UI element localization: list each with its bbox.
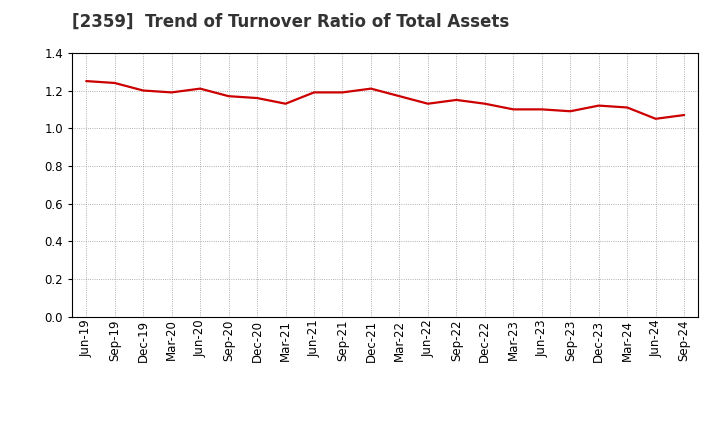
- Text: [2359]  Trend of Turnover Ratio of Total Assets: [2359] Trend of Turnover Ratio of Total …: [72, 13, 509, 31]
